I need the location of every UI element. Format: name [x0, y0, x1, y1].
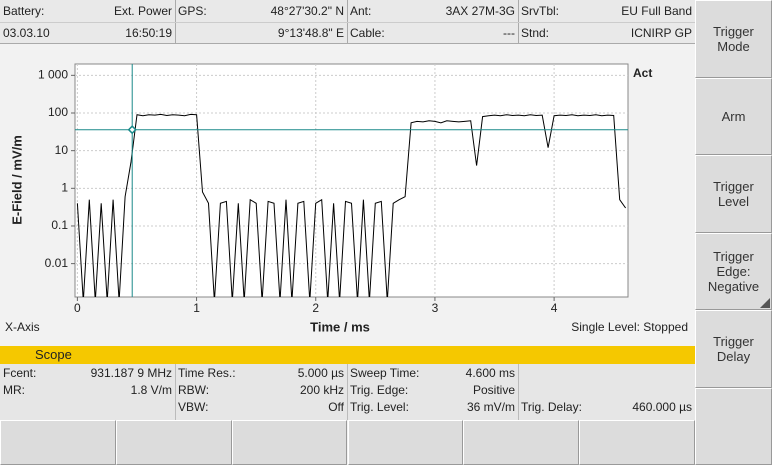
header-text: Ext. Power: [113, 4, 172, 18]
chart: E-Field / mV/m Time / ms X-Axis Single L…: [5, 63, 688, 334]
bottom-softkey[interactable]: [579, 420, 695, 465]
panel-divider: [347, 364, 348, 420]
header-text: 03.03.10: [3, 26, 50, 40]
bottom-softkey[interactable]: [115, 420, 232, 465]
y-tick-label: 0.1: [51, 218, 68, 232]
info-label: Trig. Level:: [350, 400, 409, 414]
panel-divider: [175, 364, 176, 420]
header-row-divider: [0, 22, 695, 23]
x-tick-label: 3: [432, 301, 439, 315]
trace: [76, 113, 627, 297]
info-value: Positive: [472, 383, 515, 397]
header-text: GPS:: [178, 4, 207, 18]
x-tick-label: 4: [551, 301, 558, 315]
info-label: Trig. Delay:: [521, 400, 582, 414]
x-tick-label: 2: [312, 301, 319, 315]
header-text: 48°27'30.2" N: [270, 4, 344, 18]
info-label: Trig. Edge:: [350, 383, 409, 397]
y-tick-label: 1 000: [38, 68, 68, 82]
header-text: ---: [503, 26, 515, 40]
info-value: 931.187 9 MHz: [90, 366, 172, 380]
bottom-softkey[interactable]: [463, 420, 580, 465]
softkey[interactable]: Trigger Mode: [695, 0, 772, 78]
softkey[interactable]: Trigger Edge: Negative: [695, 232, 772, 310]
plot-area: [74, 63, 629, 298]
info-value: 36 mV/m: [466, 400, 515, 414]
panel-divider: [518, 364, 519, 420]
header-text: 3AX 27M-3G: [445, 4, 515, 18]
bottom-softkey[interactable]: [0, 420, 116, 465]
softkey[interactable]: Trigger Level: [695, 155, 772, 233]
y-axis-label: E-Field / mV/m: [9, 135, 24, 225]
info-label: VBW:: [178, 400, 209, 414]
info-value: 460.000 µs: [632, 400, 692, 414]
info-label: Sweep Time:: [350, 366, 420, 380]
x-tick-label: 1: [193, 301, 200, 315]
softkey[interactable]: [695, 387, 772, 465]
info-label: Time Res.:: [178, 366, 236, 380]
bottom-softkey[interactable]: [231, 420, 348, 465]
header-text: EU Full Band: [621, 4, 692, 18]
submenu-indicator: [760, 298, 770, 308]
info-value: 5.000 µs: [297, 366, 344, 380]
y-tick-label: 100: [48, 105, 68, 119]
header-text: Ant:: [350, 4, 372, 18]
info-value: 200 kHz: [299, 383, 344, 397]
y-tick-label: 10: [55, 143, 69, 157]
header-text: 9°13'48.8" E: [277, 26, 344, 40]
x-axis-label: Time / ms: [310, 319, 370, 334]
softkey[interactable]: Arm: [695, 77, 772, 155]
trace-name: Act: [633, 66, 652, 80]
header-text: Cable:: [350, 26, 385, 40]
info-value: 4.600 ms: [465, 366, 515, 380]
header-text: SrvTbl:: [521, 4, 560, 18]
header-text: ICNIRP GP: [630, 26, 692, 40]
softkey[interactable]: Trigger Delay: [695, 310, 772, 388]
y-tick-label: 0.01: [45, 256, 69, 270]
header-text: 16:50:19: [125, 26, 172, 40]
y-tick-label: 1: [61, 180, 68, 194]
header-text: Battery:: [3, 4, 45, 18]
panel-title: Scope: [35, 347, 72, 362]
x-tick-label: 0: [74, 301, 81, 315]
info-value: 1.8 V/m: [130, 383, 172, 397]
status: Single Level: Stopped: [571, 320, 688, 334]
panel-title-bar: [0, 346, 695, 364]
cursor-marker: [127, 125, 137, 135]
info-value: Off: [328, 400, 344, 414]
info-label: RBW:: [178, 383, 210, 397]
info-label: Fcent:: [3, 366, 37, 380]
header-text: Stnd:: [521, 26, 550, 40]
bottom-softkey[interactable]: [347, 420, 464, 465]
x-axis-note: X-Axis: [5, 320, 40, 334]
info-label: MR:: [3, 383, 25, 397]
